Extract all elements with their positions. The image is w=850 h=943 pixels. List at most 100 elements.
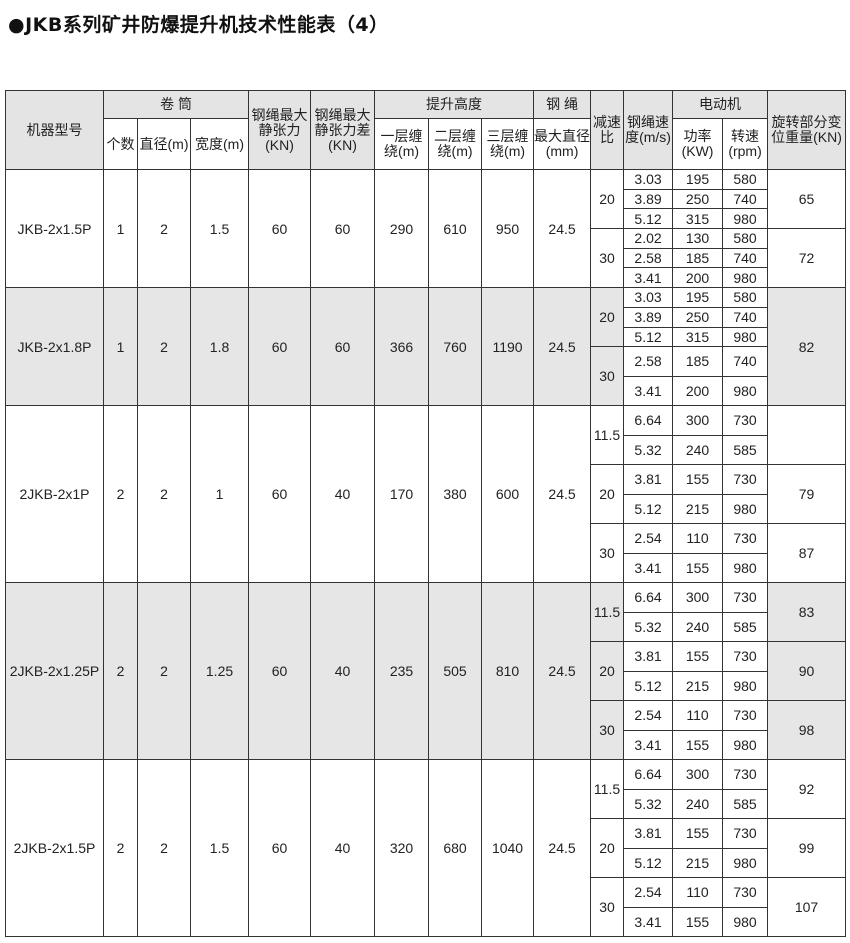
header-drum: 卷 筒 [102,90,250,119]
table-row: 2JKB-2x1P 2 2 1 60 40 170 380 600 24.5 11.5 6.64 300… [5,405,847,584]
rope-dia-cell: 24.5 [533,582,592,761]
layer2-cell: 610 [428,168,483,289]
layer2-cell: 760 [428,287,483,407]
power-cell: 195 [672,169,724,190]
power-cell: 215 [672,670,724,702]
table-row: 5.12 215 980 [6,847,846,879]
rpm-cell: 740 [722,188,769,210]
count-cell: 2 [103,582,138,761]
ratio-cell: 30 [590,346,625,407]
performance-table: 机器型号 卷 筒 钢绳最大静张力(KN) 钢绳最大静张力差(KN) 提升高度 钢… [5,90,847,938]
speed-cell: 5.12 [623,670,674,702]
header-rope: 钢 绳 [533,90,592,119]
rpm-cell: 980 [722,493,769,525]
table-row: 30 2.58 185 740 [6,346,846,407]
rpm-cell: 980 [722,375,769,407]
count-cell: 1 [103,287,138,407]
rpm-cell: 730 [722,464,769,495]
layer3-cell: 1040 [481,759,535,938]
header-speed: 钢绳速度(m/s) [623,90,674,170]
table-row: 20 3.81 155 730 90 [6,641,847,702]
ratio-cell: 20 [590,464,625,525]
speed-cell: 3.41 [623,906,674,938]
tension-diff-cell: 40 [310,759,376,938]
table-row: 3.41 155 980 [6,906,846,938]
speed-cell: 3.03 [623,287,674,308]
power-cell: 250 [672,306,724,328]
ratio-cell: 20 [590,818,625,879]
layer2-cell: 680 [428,759,483,938]
width-cell: 1.5 [189,168,250,289]
ratio-cell: 11.5 [590,405,625,466]
weight-cell [767,405,847,466]
header-diameter: 直径(m) [137,118,191,170]
table-row: 30 2.54 110 730 107 [6,877,847,938]
layer1-cell: 290 [374,168,430,289]
tension-diff-cell: 60 [310,168,376,289]
speed-cell: 5.12 [623,847,674,879]
weight-cell: 79 [767,464,847,525]
tension-diff-cell: 60 [310,287,376,407]
count-cell: 2 [103,405,138,584]
tension-diff-cell: 40 [310,405,376,584]
table-row: 2.58 185 740 [6,247,846,269]
speed-cell: 5.12 [623,326,674,348]
rpm-cell: 730 [722,818,769,849]
speed-cell: 6.64 [623,759,674,790]
speed-cell: 5.32 [623,788,674,820]
rpm-cell: 585 [722,434,769,466]
ratio-cell: 20 [590,641,625,702]
model-cell: 2JKB-2x1.25P [5,582,104,761]
layer1-cell: 366 [374,287,430,407]
rope-dia-cell: 24.5 [533,759,592,938]
model-cell: 2JKB-2x1P [5,405,104,584]
rpm-cell: 580 [722,169,769,190]
power-cell: 195 [672,287,724,308]
ratio-cell: 20 [590,287,625,348]
ratio-cell: 20 [590,168,625,230]
ratio-cell: 30 [590,700,625,761]
tension-cell: 60 [248,582,312,761]
power-cell: 250 [672,188,724,210]
weight-cell: 82 [767,287,847,407]
speed-cell: 3.89 [623,306,674,328]
tension-cell: 60 [248,405,312,584]
rpm-cell: 730 [722,405,769,436]
layer1-cell: 235 [374,582,430,761]
power-cell: 200 [672,375,724,407]
header-ratio: 减速比 [590,90,625,170]
tension-cell: 60 [248,287,312,407]
layer2-cell: 505 [428,582,483,761]
rpm-cell: 580 [722,287,769,308]
rpm-cell: 730 [722,877,769,908]
table-row: 5.32 240 585 [6,434,846,466]
table-row: JKB-2x1.5P 1 2 1.5 60 60 290 610 950 24.5 20 3.03 19… [5,168,847,289]
ratio-cell: 30 [590,523,625,584]
speed-cell: 2.58 [623,247,674,269]
rpm-cell: 740 [722,346,769,377]
header-power: 功率(KW) [672,118,724,170]
diameter-cell: 2 [137,582,191,761]
header-weight: 旋转部分变位重量(KN) [767,90,847,170]
power-cell: 110 [672,877,724,908]
rpm-cell: 980 [722,729,769,761]
speed-cell: 3.41 [623,267,674,289]
speed-cell: 5.12 [623,493,674,525]
width-cell: 1.5 [189,759,250,938]
header-model: 机器型号 [5,90,104,170]
table-row: 5.12 315 980 [6,326,846,348]
rpm-cell: 740 [722,247,769,269]
layer3-cell: 810 [481,582,535,761]
weight-cell: 107 [767,877,847,938]
power-cell: 155 [672,641,724,672]
count-cell: 1 [103,168,138,289]
rpm-cell: 585 [722,611,769,643]
rpm-cell: 980 [722,906,769,938]
model-cell: JKB-2x1.5P [5,168,104,289]
power-cell: 240 [672,611,724,643]
diameter-cell: 2 [137,287,191,407]
layer3-cell: 1190 [481,287,535,407]
table-body: JKB-2x1.5P 1 2 1.5 60 60 290 610 950 24.5 20 3.03 19… [5,168,847,938]
document-title: ●JKB系列矿井防爆提升机技术性能表（4） [8,14,389,36]
speed-cell: 5.32 [623,611,674,643]
